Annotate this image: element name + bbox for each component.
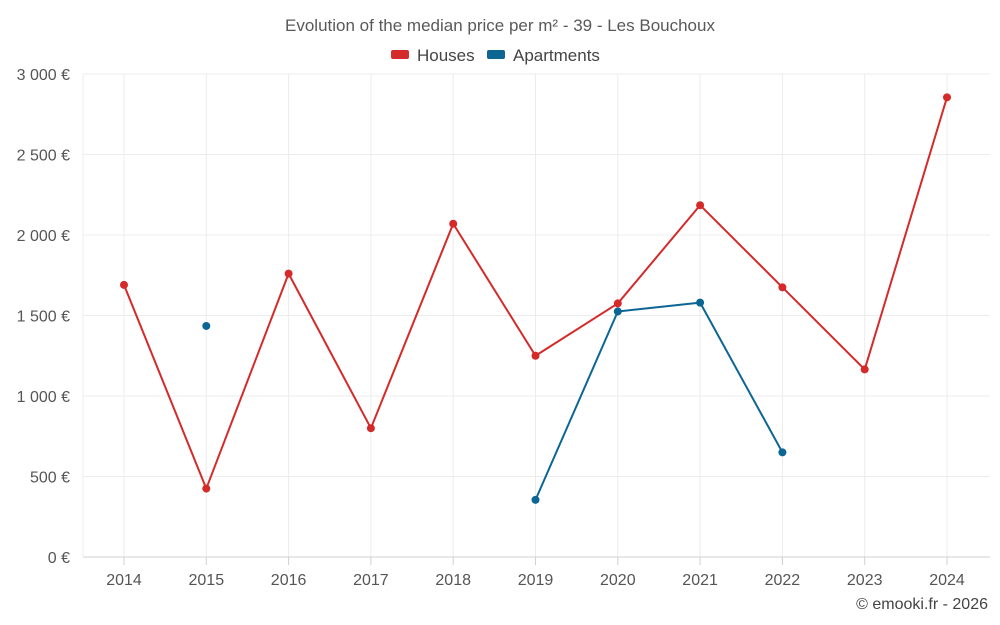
credit-text: © emooki.fr - 2026 bbox=[856, 596, 988, 613]
apartments-line-segment bbox=[534, 310, 619, 501]
houses-point-2023[interactable] bbox=[860, 365, 869, 374]
apartments-point-2015[interactable] bbox=[202, 321, 211, 330]
x-tick-label: 2015 bbox=[189, 572, 225, 589]
houses-point-2015[interactable] bbox=[202, 484, 211, 493]
y-tick-label: 2 000 € bbox=[17, 228, 70, 245]
houses-point-2017[interactable] bbox=[366, 424, 375, 433]
y-tick-label: 0 € bbox=[48, 550, 70, 567]
houses-point-2022[interactable] bbox=[778, 283, 787, 292]
x-tick-label: 2016 bbox=[271, 572, 307, 589]
legend-swatch-houses bbox=[391, 50, 409, 59]
series-layer bbox=[120, 93, 951, 504]
y-tick-label: 1 500 € bbox=[17, 309, 70, 326]
x-tick-label: 2017 bbox=[353, 572, 389, 589]
houses-point-2024[interactable] bbox=[943, 93, 951, 102]
houses-line-segment bbox=[781, 286, 866, 371]
houses-point-2016[interactable] bbox=[284, 269, 293, 278]
legend: Houses Apartments bbox=[391, 46, 600, 65]
grid bbox=[83, 73, 990, 557]
x-tick-label: 2019 bbox=[518, 572, 554, 589]
houses-line-segment bbox=[452, 222, 537, 357]
apartments-line-segment bbox=[616, 301, 702, 313]
x-tick-label: 2020 bbox=[600, 572, 636, 589]
chart-title: Evolution of the median price per m² - 3… bbox=[285, 16, 715, 35]
x-tick-label: 2014 bbox=[106, 572, 142, 589]
series-houses bbox=[120, 93, 951, 493]
apartments-line-segment bbox=[699, 301, 784, 454]
houses-line-segment bbox=[616, 204, 702, 305]
apartments-point-2020[interactable] bbox=[613, 307, 622, 316]
x-tick-label: 2022 bbox=[765, 572, 801, 589]
axes: 0 € 500 € 1 000 € 1 500 € 2 000 € 2 500 € 3 00… bbox=[17, 67, 990, 589]
y-tick-label: 3 000 € bbox=[17, 67, 70, 84]
legend-swatch-apartments bbox=[487, 50, 505, 59]
legend-item-houses[interactable]: Houses bbox=[391, 46, 475, 65]
series-apartments bbox=[202, 298, 787, 504]
houses-point-2019[interactable] bbox=[531, 351, 540, 360]
apartments-point-2022[interactable] bbox=[778, 448, 787, 457]
houses-point-2018[interactable] bbox=[449, 219, 458, 228]
houses-point-2014[interactable] bbox=[120, 280, 128, 289]
x-tick-label: 2023 bbox=[847, 572, 883, 589]
apartments-point-2019[interactable] bbox=[531, 495, 540, 504]
apartments-point-2021[interactable] bbox=[696, 298, 705, 307]
y-tick-label: 500 € bbox=[30, 470, 70, 487]
y-tick-label: 1 000 € bbox=[17, 389, 70, 406]
houses-line-segment bbox=[205, 272, 290, 490]
houses-point-2021[interactable] bbox=[696, 201, 705, 210]
houses-line-segment bbox=[863, 96, 948, 371]
legend-label-apartments: Apartments bbox=[513, 46, 600, 65]
x-tick-label: 2024 bbox=[929, 572, 965, 589]
x-tick-label: 2018 bbox=[435, 572, 471, 589]
houses-line-segment bbox=[699, 204, 784, 289]
y-tick-label: 2 500 € bbox=[17, 148, 70, 165]
houses-line-segment bbox=[287, 272, 372, 430]
legend-item-apartments[interactable]: Apartments bbox=[487, 46, 600, 65]
houses-line-segment bbox=[123, 283, 208, 490]
houses-line-segment bbox=[369, 222, 455, 430]
legend-label-houses: Houses bbox=[417, 46, 475, 65]
houses-line-segment bbox=[534, 302, 619, 357]
houses-point-2020[interactable] bbox=[613, 299, 622, 308]
x-tick-label: 2021 bbox=[682, 572, 718, 589]
